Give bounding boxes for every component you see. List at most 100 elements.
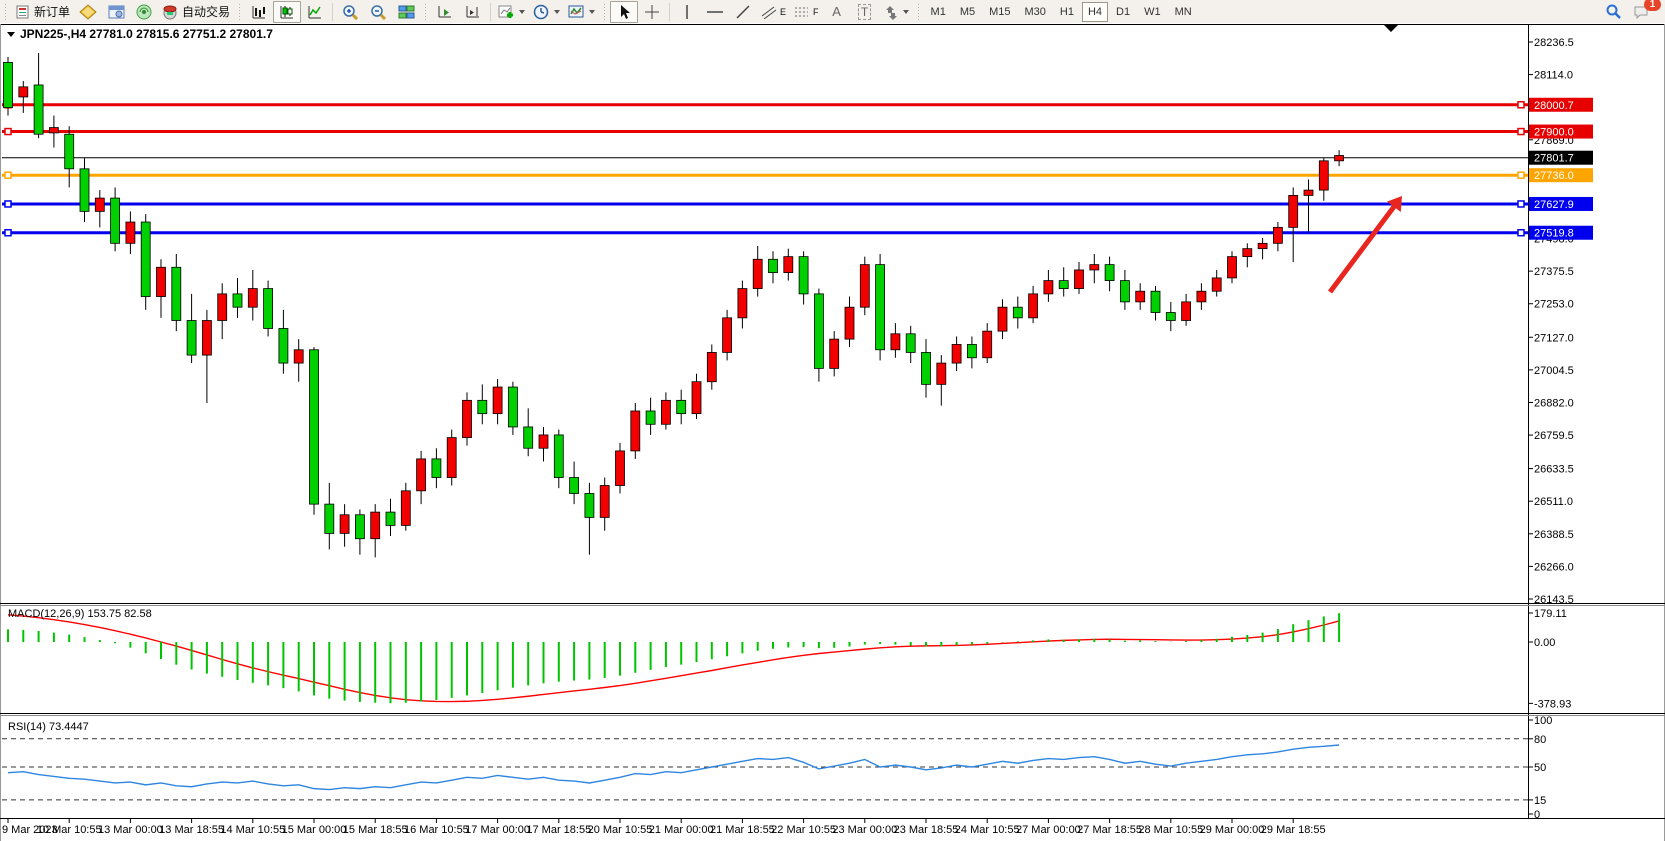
chart-window: 28236.528114.027991.527869.027746.527624… bbox=[0, 23, 1665, 841]
svg-text:27375.5: 27375.5 bbox=[1534, 266, 1574, 278]
chart-shift-button[interactable] bbox=[459, 1, 487, 23]
svg-text:17 Mar 18:55: 17 Mar 18:55 bbox=[526, 824, 591, 836]
equidistant-channel-button[interactable]: E bbox=[757, 1, 790, 23]
toolbar-separator bbox=[669, 2, 671, 21]
crosshair-button[interactable] bbox=[638, 1, 666, 23]
zoom-out-button[interactable] bbox=[364, 1, 392, 23]
svg-text:21 Mar 18:55: 21 Mar 18:55 bbox=[710, 824, 775, 836]
chart-shift-marker[interactable] bbox=[1384, 25, 1398, 32]
text-label-button[interactable]: T bbox=[851, 1, 879, 23]
periods-button[interactable] bbox=[529, 1, 564, 23]
candlestick-chart-icon bbox=[280, 5, 294, 18]
signals-button[interactable] bbox=[130, 1, 158, 23]
price-tag-27900.0: 27900.0 bbox=[1529, 124, 1593, 139]
svg-text:50: 50 bbox=[1534, 762, 1546, 774]
vertical-line-icon bbox=[686, 4, 688, 19]
svg-text:27900.0: 27900.0 bbox=[1534, 127, 1574, 139]
horizontal-line-27900.0[interactable] bbox=[2, 127, 1528, 136]
toolbar-grip[interactable] bbox=[916, 3, 922, 20]
price-chart-svg[interactable]: 28236.528114.027991.527869.027746.527624… bbox=[0, 23, 1665, 841]
toolbar-grip[interactable] bbox=[603, 3, 609, 20]
signals-icon bbox=[136, 4, 152, 19]
timeframe-H4[interactable]: H4 bbox=[1081, 1, 1109, 22]
horizontal-line-27736.0[interactable] bbox=[2, 171, 1528, 179]
price-tag-27801.7: 27801.7 bbox=[1529, 150, 1593, 165]
line-chart-button[interactable] bbox=[301, 1, 329, 23]
arrows-tool-button[interactable] bbox=[879, 1, 913, 23]
svg-text:22 Mar 10:55: 22 Mar 10:55 bbox=[771, 824, 836, 836]
bar-chart-button[interactable] bbox=[245, 1, 273, 23]
svg-text:28000.7: 28000.7 bbox=[1534, 100, 1574, 112]
svg-text:27 Mar 00:00: 27 Mar 00:00 bbox=[1016, 824, 1081, 836]
indicators-icon bbox=[498, 5, 514, 18]
new-order-label: 新订单 bbox=[34, 5, 71, 19]
text-tool-button[interactable]: A bbox=[823, 1, 851, 23]
indicators-button[interactable] bbox=[494, 1, 529, 23]
fibonacci-button[interactable]: F bbox=[790, 1, 823, 23]
svg-text:JPN225-,H4 27781.0 27815.6 27: JPN225-,H4 27781.0 27815.6 27751.2 27801… bbox=[20, 27, 273, 41]
candlestick-chart-button[interactable] bbox=[273, 0, 302, 23]
svg-text:14 Mar 10:55: 14 Mar 10:55 bbox=[220, 824, 285, 836]
title-dropdown-icon[interactable] bbox=[7, 32, 15, 37]
search-button[interactable] bbox=[1599, 1, 1627, 23]
svg-text:28236.5: 28236.5 bbox=[1534, 37, 1574, 49]
macd-pane: 179.11 0.00 -378.93 MACD(12,26,9) 153.75 82… bbox=[7, 608, 1571, 710]
tile-windows-icon bbox=[398, 5, 415, 18]
text-label-icon: T bbox=[857, 3, 872, 20]
timeframe-MN[interactable]: MN bbox=[1174, 5, 1192, 18]
fibonacci-icon bbox=[795, 7, 809, 16]
new-order-button[interactable]: 新订单 bbox=[11, 1, 74, 23]
svg-text:27801.7: 27801.7 bbox=[1534, 153, 1574, 165]
svg-text:23 Mar 00:00: 23 Mar 00:00 bbox=[832, 824, 897, 836]
svg-text:179.11: 179.11 bbox=[1534, 608, 1567, 620]
equidistant-channel-icon bbox=[761, 6, 777, 19]
svg-text:13 Mar 00:00: 13 Mar 00:00 bbox=[98, 824, 163, 836]
svg-text:15: 15 bbox=[1534, 795, 1546, 807]
cursor-button[interactable] bbox=[610, 0, 639, 23]
data-window-button[interactable] bbox=[102, 1, 130, 23]
trendline-icon bbox=[736, 4, 750, 19]
svg-text:29 Mar 00:00: 29 Mar 00:00 bbox=[1200, 824, 1265, 836]
svg-text:21 Mar 00:00: 21 Mar 00:00 bbox=[649, 824, 714, 836]
macd-label: MACD(12,26,9) 153.75 82.58 bbox=[8, 608, 152, 620]
timeframe-M30[interactable]: M30 bbox=[1024, 5, 1046, 18]
horizontal-line-27627.9[interactable] bbox=[2, 200, 1528, 208]
toolbar-grip[interactable] bbox=[424, 3, 430, 20]
toolbar-grip[interactable] bbox=[4, 3, 9, 20]
svg-text:28114.0: 28114.0 bbox=[1534, 70, 1573, 82]
candles-series bbox=[3, 53, 1344, 558]
annotation-arrow[interactable] bbox=[1328, 196, 1402, 294]
horizontal-line-button[interactable] bbox=[701, 1, 729, 23]
price-tag-27519.8: 27519.8 bbox=[1529, 225, 1593, 240]
timeframe-M5[interactable]: M5 bbox=[959, 5, 976, 18]
auto-trading-button[interactable]: 自动交易 bbox=[158, 1, 234, 23]
trendline-button[interactable] bbox=[729, 1, 757, 23]
svg-text:26388.5: 26388.5 bbox=[1534, 529, 1574, 541]
timeframe-H1[interactable]: H1 bbox=[1059, 5, 1074, 18]
auto-scroll-button[interactable] bbox=[431, 1, 459, 23]
horizontal-line-icon bbox=[707, 10, 724, 13]
svg-text:13 Mar 18:55: 13 Mar 18:55 bbox=[159, 824, 224, 836]
timeframe-D1[interactable]: D1 bbox=[1116, 5, 1131, 18]
zoom-in-icon bbox=[342, 4, 358, 20]
vertical-line-button[interactable] bbox=[673, 1, 701, 23]
market-watch-button[interactable] bbox=[74, 1, 102, 23]
search-icon bbox=[1606, 4, 1621, 19]
timeframe-W1[interactable]: W1 bbox=[1144, 5, 1161, 18]
macd-histogram bbox=[7, 613, 1341, 704]
timeframe-M15[interactable]: M15 bbox=[989, 5, 1011, 18]
svg-text:0.00: 0.00 bbox=[1534, 637, 1555, 649]
notifications-button[interactable]: 1 bbox=[1627, 0, 1661, 23]
arrows-dropdown-caret bbox=[902, 9, 909, 14]
svg-text:16 Mar 10:55: 16 Mar 10:55 bbox=[404, 824, 469, 836]
rsi-line bbox=[7, 744, 1340, 791]
templates-button[interactable] bbox=[564, 1, 599, 23]
timeframe-M1[interactable]: M1 bbox=[930, 5, 946, 18]
templates-dropdown-caret bbox=[589, 9, 596, 14]
zoom-in-button[interactable] bbox=[336, 1, 364, 23]
toolbar-grip[interactable] bbox=[238, 3, 244, 20]
rsi-pane: 100 80 50 15 0 RSI(14) 73.4447 bbox=[2, 715, 1552, 821]
tile-windows-button[interactable] bbox=[392, 1, 420, 23]
svg-text:28 Mar 10:55: 28 Mar 10:55 bbox=[1138, 824, 1203, 836]
